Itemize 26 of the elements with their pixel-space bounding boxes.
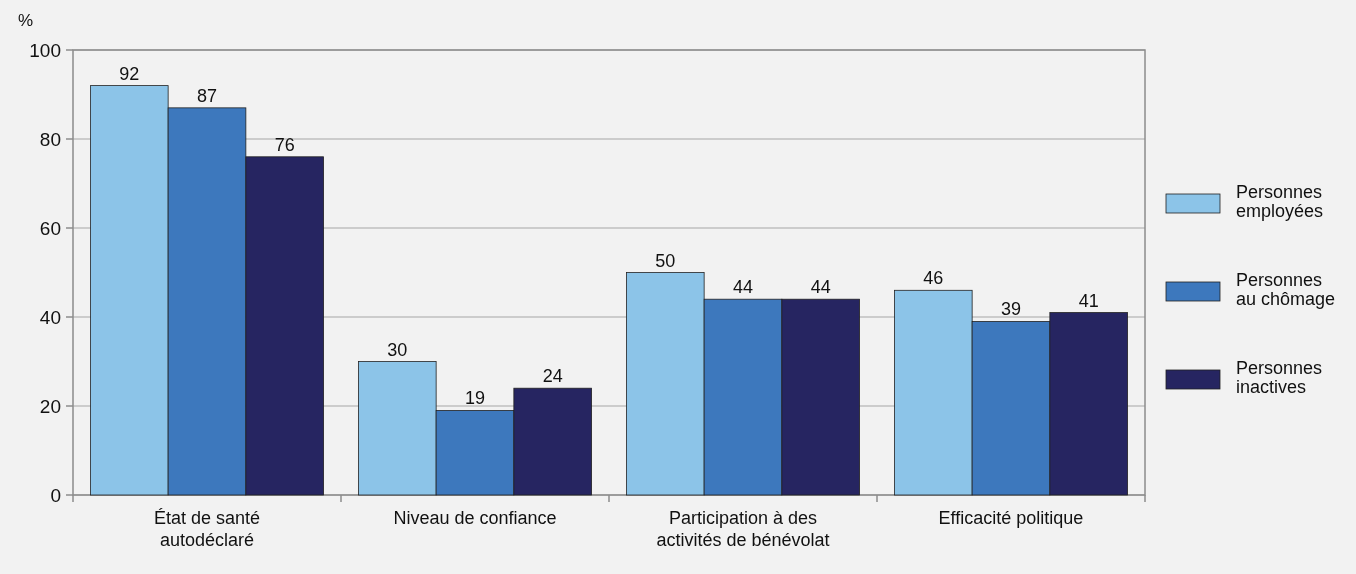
y-tick-label: 40 — [39, 306, 61, 328]
data-label: 19 — [464, 388, 486, 409]
y-axis-title: % — [18, 11, 34, 30]
y-tick-label: 20 — [39, 395, 61, 417]
legend-label: Personnes inactives — [1236, 358, 1323, 397]
data-label: 44 — [810, 277, 831, 298]
x-tick-label: Niveau de confiance — [393, 508, 557, 528]
y-tick-label: 0 — [50, 484, 61, 506]
x-tick-label: État de santé autodéclaré — [153, 508, 261, 550]
data-label: 41 — [1078, 290, 1099, 311]
x-tick-label: Efficacité politique — [938, 508, 1084, 528]
x-tick-label: Participation à des activités de bénévolat — [656, 508, 830, 550]
data-label: 30 — [387, 339, 408, 360]
data-label: 24 — [542, 366, 563, 387]
y-tick-label: 80 — [39, 128, 61, 150]
data-label: 44 — [732, 277, 754, 298]
legend-label: Personnes employées — [1236, 182, 1324, 221]
data-label: 92 — [119, 63, 140, 84]
data-label: 46 — [923, 268, 944, 289]
data-label: 39 — [1000, 299, 1022, 320]
y-tick-label: 100 — [29, 39, 61, 61]
data-label: 50 — [655, 250, 676, 271]
legend-label: Personnes au chômage — [1236, 270, 1336, 309]
y-tick-label: 60 — [39, 217, 61, 239]
data-label: 87 — [196, 85, 218, 106]
data-label: 76 — [274, 134, 295, 155]
